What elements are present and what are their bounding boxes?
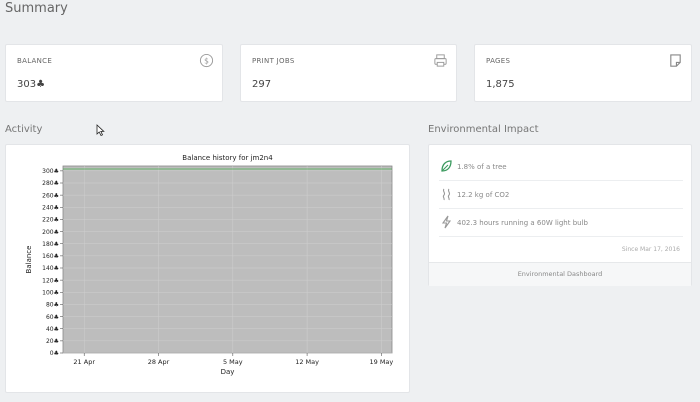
y-tick-label: 80♣ — [46, 302, 59, 309]
y-tick-label: 20♣ — [46, 338, 59, 345]
y-tick-label: 120♣ — [42, 277, 59, 284]
pages-card: PAGES 1,875 — [474, 44, 692, 102]
print-jobs-label: PRINT JOBS — [252, 57, 295, 65]
plot-area — [62, 165, 393, 354]
printer-icon — [434, 54, 447, 67]
env-lightbulb-text: 402.3 hours running a 60W light bulb — [457, 219, 588, 227]
pages-value: 1,875 — [486, 79, 515, 90]
env-item-co2: 12.2 kg of CO2 — [439, 181, 683, 209]
env-item-tree: 1.8% of a tree — [439, 153, 683, 181]
y-tick-label: 260♣ — [42, 192, 59, 199]
x-tick-label: 28 Apr — [148, 358, 170, 366]
env-item-lightbulb: 402.3 hours running a 60W light bulb — [439, 209, 683, 237]
environmental-dashboard-link[interactable]: Environmental Dashboard — [429, 262, 691, 286]
env-tree-text: 1.8% of a tree — [457, 163, 507, 171]
y-tick-label: 100♣ — [42, 289, 59, 296]
env-since-date: Since Mar 17, 2016 — [621, 246, 680, 253]
dollar-circle-icon: $ — [199, 53, 214, 68]
y-tick-label: 220♣ — [42, 217, 59, 224]
y-tick-label: 160♣ — [42, 253, 59, 260]
x-tick-label: 5 May — [223, 358, 243, 366]
activity-title: Activity — [5, 124, 43, 135]
x-tick-label: 12 May — [295, 358, 319, 366]
y-tick-label: 300♣ — [42, 168, 59, 175]
y-axis-label: Balance — [25, 246, 33, 274]
page-title: Summary — [5, 1, 68, 16]
smoke-icon — [442, 188, 451, 201]
balance-history-chart: Balance history for jm2n4 0♣ 20♣ 40♣ 60♣ 80♣ 1… — [25, 154, 393, 376]
pages-label: PAGES — [486, 57, 511, 65]
print-jobs-value: 297 — [252, 79, 272, 90]
y-tick-label: 60♣ — [46, 314, 59, 321]
print-jobs-card: PRINT JOBS 297 — [240, 44, 457, 102]
balance-value: 303♣ — [17, 79, 46, 90]
y-tick-label: 140♣ — [42, 265, 59, 272]
y-tick-label: 180♣ — [42, 241, 59, 248]
y-tick-label: 240♣ — [42, 204, 59, 211]
svg-text:$: $ — [204, 56, 209, 65]
x-tick-label: 21 Apr — [73, 358, 95, 366]
y-tick-label: 200♣ — [42, 229, 59, 236]
env-co2-text: 12.2 kg of CO2 — [457, 191, 510, 199]
leaf-icon — [441, 160, 452, 172]
y-tick-label: 40♣ — [46, 326, 59, 333]
environmental-impact-card: 1.8% of a tree 12.2 kg of CO2 402.3 hour… — [428, 144, 692, 286]
x-axis-label: Day — [221, 368, 235, 376]
y-tick-label: 0♣ — [50, 350, 59, 357]
x-tick-label: 19 May — [369, 358, 393, 366]
page-icon — [670, 54, 681, 67]
balance-label: BALANCE — [17, 57, 53, 65]
balance-chart-card: Balance history for jm2n4 0♣ 20♣ 40♣ 60♣ 80♣ 1… — [5, 144, 410, 393]
y-tick-label: 280♣ — [42, 180, 59, 187]
chart-title: Balance history for jm2n4 — [182, 154, 273, 162]
mouse-cursor-icon — [96, 124, 105, 136]
lightning-icon — [441, 215, 452, 229]
balance-card: BALANCE 303♣ $ — [5, 44, 223, 102]
environmental-title: Environmental Impact — [428, 124, 539, 135]
